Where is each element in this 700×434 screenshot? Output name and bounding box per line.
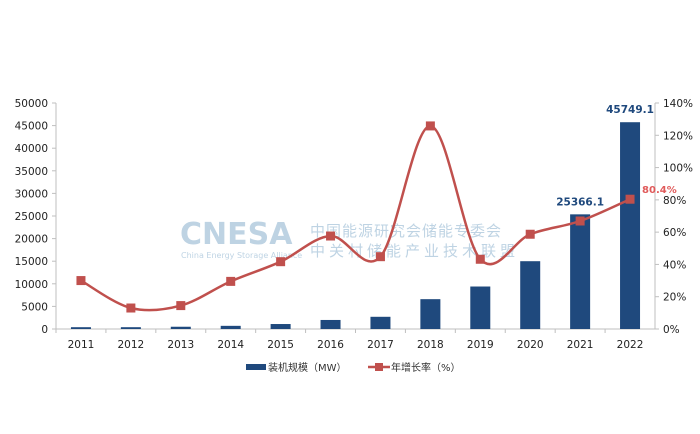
right-tick-label: 0% (663, 324, 680, 336)
watermark-logo: CNESA (180, 217, 293, 252)
growth-marker-2016 (326, 231, 336, 241)
watermark-line2: 中关村储能产业技术联盟 (310, 242, 519, 260)
growth-marker-2022 (625, 194, 635, 204)
left-tick-label: 10000 (15, 279, 48, 291)
x-tick-label: 2019 (467, 339, 494, 351)
watermark: CNESA China Energy Storage Alliance 中国能源… (180, 217, 519, 260)
x-tick-label: 2013 (167, 339, 194, 351)
x-tick-label: 2021 (567, 339, 594, 351)
right-tick-label: 40% (663, 259, 686, 271)
bar-2014 (220, 325, 241, 329)
data-label: 80.4% (642, 185, 677, 196)
left-tick-label: 15000 (15, 256, 48, 268)
left-tick-label: 40000 (15, 143, 48, 155)
growth-marker-2015 (276, 257, 286, 267)
x-tick-label: 2014 (217, 339, 244, 351)
legend-line-label: 年增长率（%） (391, 361, 461, 374)
x-tick-label: 2011 (68, 339, 95, 351)
growth-marker-2021 (575, 216, 585, 226)
left-tick-label: 45000 (15, 121, 48, 133)
bar-2011 (70, 327, 91, 329)
legend: 装机规模（MW） 年增长率（%） (246, 361, 461, 374)
left-tick-label: 0 (41, 324, 48, 336)
legend-line-marker (375, 363, 383, 371)
left-tick-label: 50000 (15, 98, 48, 110)
bar-2015 (270, 324, 291, 329)
right-tick-label: 100% (663, 163, 693, 175)
x-tick-label: 2015 (267, 339, 294, 351)
x-tick-label: 2018 (417, 339, 444, 351)
bar-2018 (420, 299, 441, 329)
growth-marker-2011 (76, 276, 86, 286)
bar-2022 (620, 122, 641, 329)
x-tick-label: 2017 (367, 339, 394, 351)
bar-2019 (470, 286, 491, 329)
x-tick-label: 2020 (517, 339, 544, 351)
growth-marker-2014 (226, 276, 236, 286)
right-tick-label: 60% (663, 227, 686, 239)
left-tick-label: 5000 (21, 301, 48, 313)
right-tick-label: 140% (663, 98, 693, 110)
growth-marker-2018 (425, 121, 435, 131)
legend-bar-swatch (246, 364, 266, 370)
legend-bar-label: 装机规模（MW） (268, 361, 347, 374)
bar-2012 (120, 327, 141, 329)
right-tick-label: 20% (663, 292, 686, 304)
left-tick-label: 35000 (15, 166, 48, 178)
x-tick-label: 2016 (317, 339, 344, 351)
bar-2013 (170, 326, 191, 329)
bar-2020 (520, 261, 541, 329)
growth-marker-2013 (176, 301, 186, 311)
left-tick-label: 30000 (15, 188, 48, 200)
right-tick-label: 120% (663, 130, 693, 142)
right-tick-label: 80% (663, 195, 686, 207)
growth-marker-2019 (475, 254, 485, 264)
bar-2021 (570, 214, 591, 329)
growth-marker-2017 (375, 252, 385, 262)
left-tick-label: 25000 (15, 211, 48, 223)
data-label: 25366.1 (556, 196, 604, 208)
left-tick-label: 20000 (15, 234, 48, 246)
bar-2016 (320, 319, 341, 329)
x-tick-label: 2022 (617, 339, 644, 351)
x-tick-label: 2012 (118, 339, 145, 351)
bar-2017 (370, 316, 391, 329)
growth-line (80, 124, 631, 312)
watermark-line1: 中国能源研究会储能专委会 (310, 222, 502, 240)
growth-marker-2020 (525, 229, 535, 239)
data-label: 45749.1 (606, 104, 654, 116)
watermark-subtitle: China Energy Storage Alliance (181, 251, 302, 260)
growth-marker-2012 (126, 303, 136, 313)
